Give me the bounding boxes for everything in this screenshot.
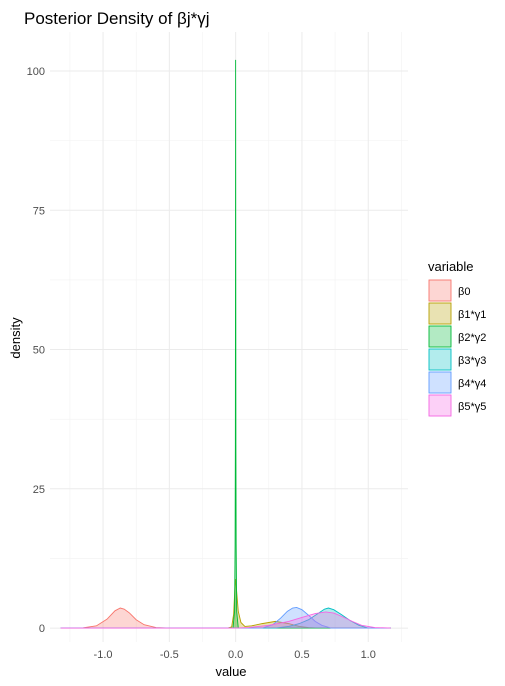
legend-title: variable [428, 259, 474, 274]
density-area [60, 608, 391, 629]
density-area [60, 59, 391, 629]
legend-label: β0 [458, 286, 470, 298]
legend-items: β0 β1*γ1 β2*γ2 β3*γ3 β4*γ4 β5*γ5 [428, 279, 486, 417]
x-tick-label: 0.0 [228, 649, 243, 661]
density-line [60, 611, 391, 629]
legend-key [428, 371, 452, 394]
legend-key [428, 279, 452, 302]
x-tick-label: -0.5 [160, 649, 179, 661]
legend-key [428, 325, 452, 348]
chart-title: Posterior Density of βj*γj [24, 9, 210, 28]
grid-lines [50, 32, 408, 642]
y-tick-labels: 0 25 50 75 100 [27, 66, 45, 635]
legend-label: β4*γ4 [458, 378, 486, 390]
y-axis-title: density [8, 317, 23, 359]
density-areas [60, 59, 391, 629]
y-tick-label: 100 [27, 66, 45, 78]
density-line [60, 579, 391, 629]
y-tick-label: 50 [33, 345, 45, 357]
legend-key [428, 348, 452, 371]
y-tick-label: 0 [39, 623, 45, 635]
x-tick-label: -1.0 [94, 649, 113, 661]
density-line [60, 59, 391, 629]
density-line [60, 607, 391, 629]
legend: variable β0 β1*γ1 β2*γ2 β3*γ3 β4*γ4 β5*γ5 [428, 259, 486, 417]
x-axis-title: value [215, 664, 246, 679]
density-area [60, 608, 391, 629]
legend-key [428, 302, 452, 325]
legend-label: β2*γ2 [458, 332, 486, 344]
legend-label: β3*γ3 [458, 355, 486, 367]
x-tick-labels: -1.0 -0.5 0.0 0.5 1.0 [94, 649, 376, 661]
legend-label: β1*γ1 [458, 309, 486, 321]
x-tick-label: 0.5 [294, 649, 309, 661]
y-tick-label: 25 [33, 484, 45, 496]
y-tick-label: 75 [33, 205, 45, 217]
legend-key [428, 394, 452, 417]
x-tick-label: 1.0 [361, 649, 376, 661]
legend-label: β5*γ5 [458, 401, 486, 413]
density-area [60, 607, 391, 629]
